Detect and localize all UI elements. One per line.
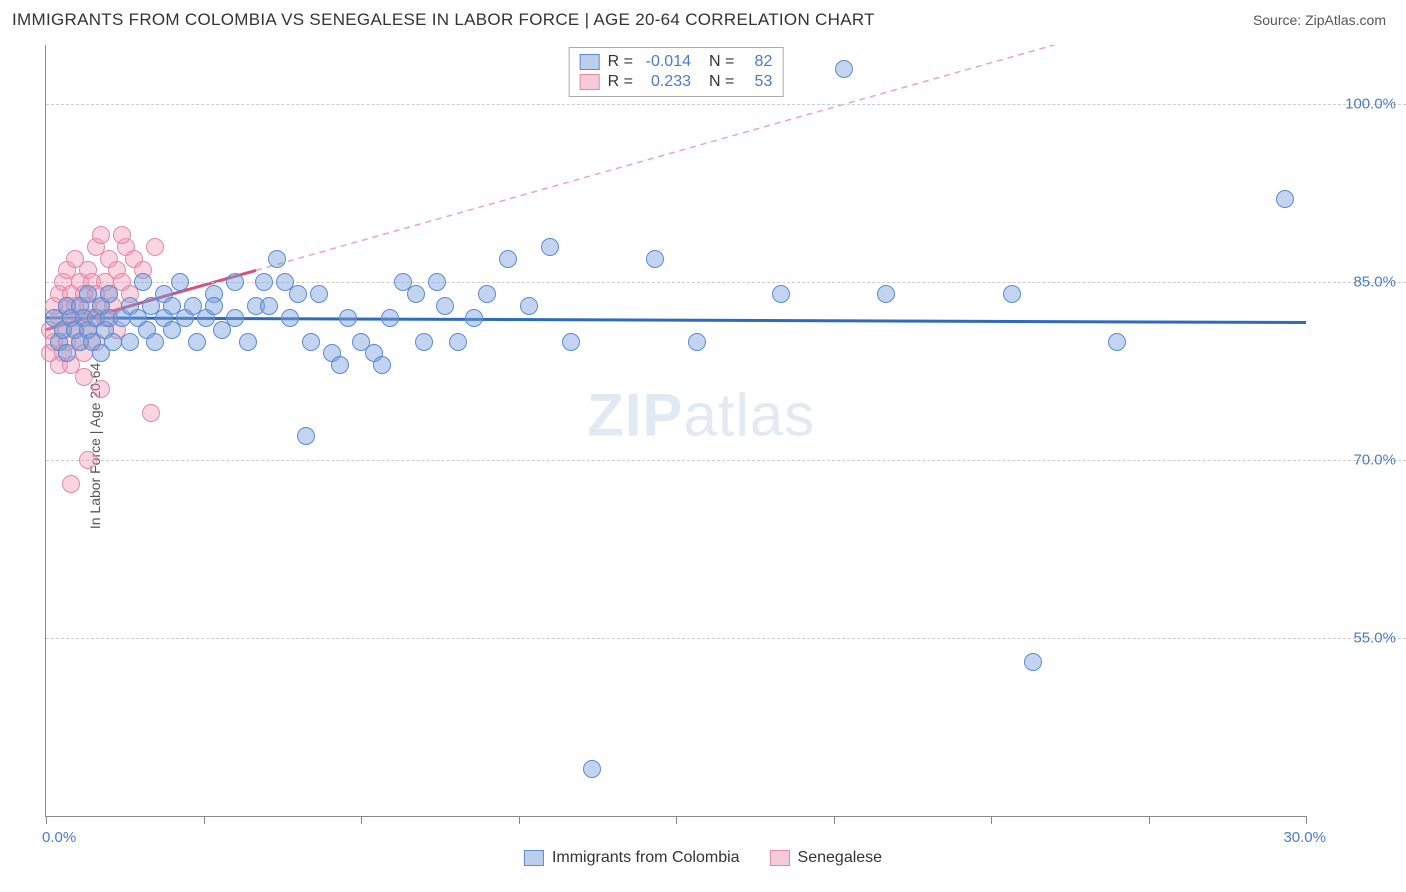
- stat-n1: 82: [742, 53, 772, 71]
- scatter-point: [339, 309, 357, 327]
- chart-title: IMMIGRANTS FROM COLOMBIA VS SENEGALESE I…: [12, 10, 875, 30]
- stats-box: R = -0.014 N = 82 R = 0.233 N = 53: [569, 47, 784, 97]
- scatter-point: [146, 333, 164, 351]
- scatter-point: [1108, 333, 1126, 351]
- swatch-blue-icon: [524, 850, 544, 866]
- scatter-point: [205, 297, 223, 315]
- scatter-point: [499, 250, 517, 268]
- gridline: [46, 282, 1406, 283]
- scatter-point: [297, 427, 315, 445]
- x-tick: [1306, 816, 1307, 824]
- scatter-point: [188, 333, 206, 351]
- scatter-point: [646, 250, 664, 268]
- n-label: N =: [709, 73, 734, 91]
- scatter-point: [142, 404, 160, 422]
- stat-r1: -0.014: [641, 53, 691, 71]
- scatter-point: [100, 285, 118, 303]
- swatch-blue-icon: [580, 54, 600, 70]
- scatter-point: [281, 309, 299, 327]
- scatter-point: [113, 226, 131, 244]
- header: IMMIGRANTS FROM COLOMBIA VS SENEGALESE I…: [0, 0, 1406, 38]
- scatter-point: [835, 60, 853, 78]
- scatter-point: [1003, 285, 1021, 303]
- x-axis-min: 0.0%: [42, 829, 76, 846]
- scatter-point: [75, 368, 93, 386]
- scatter-point: [583, 760, 601, 778]
- scatter-point: [688, 333, 706, 351]
- r-label: R =: [608, 53, 633, 71]
- scatter-point: [239, 333, 257, 351]
- y-tick-label: 70.0%: [1353, 452, 1396, 469]
- scatter-point: [465, 309, 483, 327]
- source-label: Source: ZipAtlas.com: [1253, 12, 1386, 28]
- y-tick-label: 55.0%: [1353, 630, 1396, 647]
- swatch-pink-icon: [770, 850, 790, 866]
- scatter-point: [373, 356, 391, 374]
- x-tick: [519, 816, 520, 824]
- gridline: [46, 638, 1406, 639]
- scatter-point: [92, 226, 110, 244]
- x-tick: [991, 816, 992, 824]
- x-tick: [1149, 816, 1150, 824]
- scatter-point: [104, 333, 122, 351]
- scatter-point: [146, 238, 164, 256]
- x-tick: [204, 816, 205, 824]
- scatter-point: [121, 333, 139, 351]
- scatter-point: [302, 333, 320, 351]
- scatter-point: [381, 309, 399, 327]
- x-tick: [676, 816, 677, 824]
- legend-item-1: Immigrants from Colombia: [524, 849, 740, 867]
- scatter-point: [268, 250, 286, 268]
- scatter-point: [226, 309, 244, 327]
- scatter-point: [255, 273, 273, 291]
- scatter-point: [877, 285, 895, 303]
- stats-row-1: R = -0.014 N = 82: [580, 52, 773, 72]
- legend: Immigrants from Colombia Senegalese: [524, 849, 882, 867]
- scatter-point: [79, 451, 97, 469]
- x-tick: [46, 816, 47, 824]
- scatter-point: [407, 285, 425, 303]
- stats-row-2: R = 0.233 N = 53: [580, 72, 773, 92]
- trend-lines: [46, 45, 1306, 816]
- scatter-point: [478, 285, 496, 303]
- stat-r2: 0.233: [641, 73, 691, 91]
- r-label: R =: [608, 73, 633, 91]
- scatter-point: [541, 238, 559, 256]
- scatter-point: [289, 285, 307, 303]
- scatter-point: [428, 273, 446, 291]
- scatter-point: [331, 356, 349, 374]
- scatter-point: [1276, 190, 1294, 208]
- legend-label-1: Immigrants from Colombia: [552, 849, 740, 867]
- watermark: ZIPatlas: [587, 381, 815, 450]
- x-tick: [361, 816, 362, 824]
- scatter-point: [1024, 653, 1042, 671]
- scatter-point: [92, 380, 110, 398]
- gridline: [46, 460, 1406, 461]
- scatter-point: [772, 285, 790, 303]
- scatter-point: [134, 273, 152, 291]
- scatter-point: [520, 297, 538, 315]
- stat-n2: 53: [742, 73, 772, 91]
- scatter-point: [171, 273, 189, 291]
- scatter-point: [62, 475, 80, 493]
- legend-label-2: Senegalese: [798, 849, 883, 867]
- scatter-point: [449, 333, 467, 351]
- scatter-point: [310, 285, 328, 303]
- chart-plot-area: ZIPatlas R = -0.014 N = 82 R = 0.233 N =…: [45, 45, 1306, 817]
- legend-item-2: Senegalese: [770, 849, 883, 867]
- y-tick-label: 85.0%: [1353, 274, 1396, 291]
- x-tick: [834, 816, 835, 824]
- x-axis-max: 30.0%: [1283, 829, 1326, 846]
- gridline: [46, 104, 1406, 105]
- scatter-point: [436, 297, 454, 315]
- swatch-pink-icon: [580, 74, 600, 90]
- scatter-point: [415, 333, 433, 351]
- scatter-point: [226, 273, 244, 291]
- n-label: N =: [709, 53, 734, 71]
- scatter-point: [562, 333, 580, 351]
- scatter-point: [260, 297, 278, 315]
- y-tick-label: 100.0%: [1345, 96, 1396, 113]
